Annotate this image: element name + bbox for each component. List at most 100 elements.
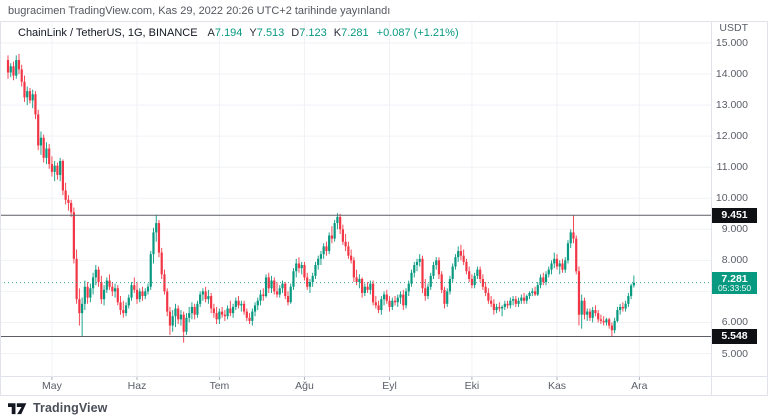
candle: [583, 297, 586, 320]
candle: [424, 278, 427, 301]
candle: [566, 240, 570, 264]
candle: [572, 215, 575, 244]
candle: [468, 266, 471, 283]
candle: [630, 283, 633, 300]
candle: [223, 310, 226, 321]
candle: [413, 261, 416, 278]
candle: [210, 292, 213, 314]
candle: [278, 285, 281, 298]
candle: [253, 302, 257, 317]
candle: [528, 291, 531, 300]
candle: [53, 160, 56, 182]
candle: [435, 257, 438, 270]
candle: [72, 207, 75, 264]
candle: [144, 288, 147, 300]
candle: [171, 310, 174, 332]
ohlc-low: D7.123: [291, 27, 327, 39]
candle: [89, 283, 92, 303]
candle: [605, 317, 608, 326]
candle: [495, 303, 498, 314]
candle: [297, 257, 301, 273]
candle: [539, 274, 542, 289]
candle: [363, 283, 366, 297]
candle: [37, 109, 40, 151]
candle: [470, 274, 474, 289]
candle: [490, 296, 493, 307]
candle: [385, 289, 388, 304]
candle: [201, 288, 204, 301]
candle: [544, 271, 548, 286]
candle: [59, 157, 62, 182]
time-tick-label: Tem: [209, 380, 230, 392]
candle: [256, 297, 259, 311]
candle: [67, 195, 70, 211]
current-price-label: 7.281 05:33:50: [712, 271, 757, 294]
candle: [292, 268, 295, 290]
level-price-label-upper: 9.451: [712, 207, 757, 223]
candle: [511, 296, 515, 306]
candle: [127, 294, 130, 309]
candle: [380, 296, 383, 315]
candle: [39, 131, 43, 155]
candle: [212, 303, 215, 318]
symbol-legend[interactable]: ChainLink / TetherUS, 1G, BINANCE A7.194…: [18, 27, 459, 41]
candle: [199, 291, 202, 307]
candle: [443, 286, 446, 309]
candle: [440, 271, 443, 293]
candle: [415, 258, 419, 272]
candle: [185, 313, 188, 335]
candle: [580, 294, 583, 329]
candle: [399, 291, 402, 304]
candle: [366, 282, 369, 293]
candle: [20, 64, 23, 87]
candle: [70, 199, 73, 217]
ohlc-close: K7.281: [333, 27, 369, 39]
candle: [451, 263, 454, 283]
candle: [616, 306, 619, 323]
tradingview-logo-icon[interactable]: [8, 401, 27, 415]
candle: [586, 308, 589, 321]
candle: [462, 249, 465, 266]
ohlc-open: A7.194: [207, 27, 243, 39]
candle: [215, 306, 218, 325]
candle: [608, 317, 611, 329]
time-tick-label: Haz: [127, 380, 147, 392]
candle: [259, 289, 262, 306]
candle: [509, 297, 512, 309]
candle: [91, 272, 95, 295]
level-price-label-lower: 5.548: [712, 328, 757, 344]
candle: [12, 61, 15, 81]
candle: [531, 288, 534, 297]
time-axis[interactable]: May Haz Tem Ağu Eyl Eki Kas Ara: [0, 376, 768, 396]
candle: [188, 306, 191, 323]
candle: [275, 282, 279, 298]
price-tick-label: 5.000: [721, 347, 748, 360]
candle: [418, 254, 421, 267]
candle: [207, 289, 210, 304]
candle: [48, 143, 51, 169]
candle: [303, 261, 306, 281]
candle: [550, 260, 553, 275]
candle: [448, 275, 452, 295]
candle: [514, 296, 517, 307]
candle: [476, 266, 479, 279]
candle: [599, 314, 603, 325]
candle: [218, 308, 221, 325]
candle: [314, 261, 317, 279]
symbol-title: ChainLink / TetherUS, 1G, BINANCE: [18, 27, 198, 39]
candle: [426, 283, 430, 300]
candle: [130, 282, 133, 301]
candle: [133, 277, 136, 293]
candle: [45, 142, 48, 165]
candle: [234, 297, 237, 311]
price-axis[interactable]: USDT 9.451 5.548 7.281 05:33:50 15.000 14…: [712, 0, 768, 396]
candle: [264, 274, 268, 298]
candle: [506, 300, 509, 309]
candle: [289, 283, 292, 304]
candle: [396, 294, 399, 307]
candle: [597, 310, 600, 323]
candle: [42, 134, 45, 163]
candle: [17, 53, 21, 75]
candle: [347, 241, 350, 259]
